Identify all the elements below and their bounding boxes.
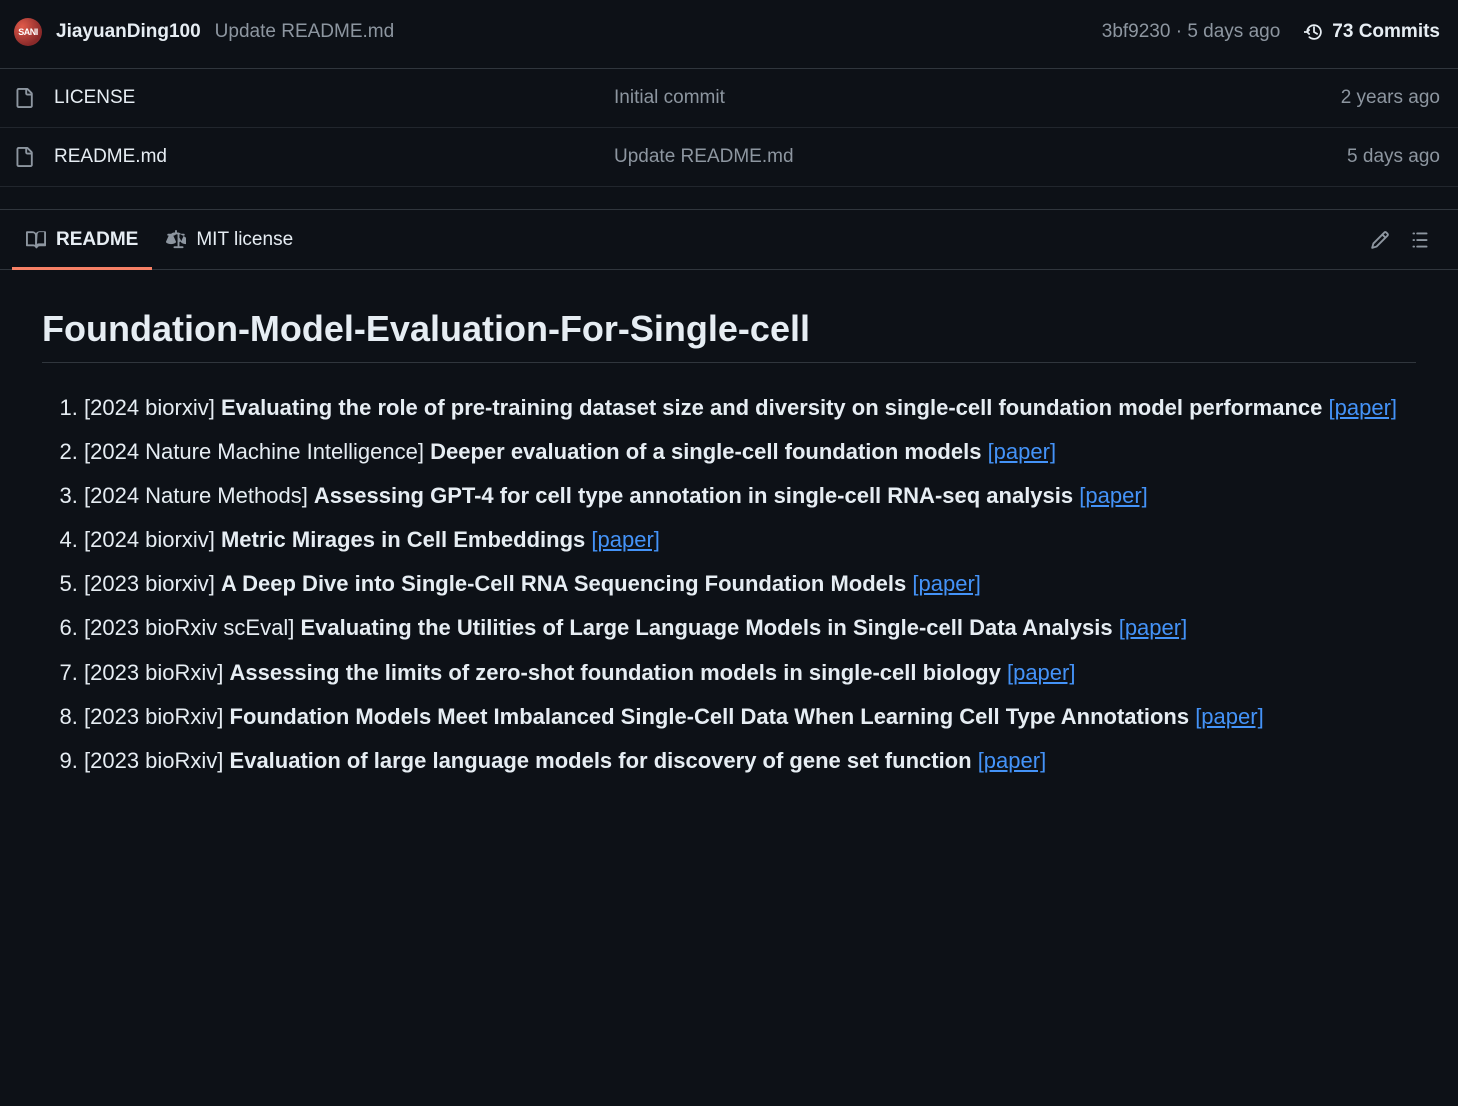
pencil-icon: [1370, 230, 1390, 250]
file-name[interactable]: README.md: [54, 146, 614, 168]
file-icon: [14, 147, 34, 167]
book-icon: [26, 230, 46, 250]
paper-link[interactable]: [paper]: [1195, 704, 1264, 729]
tab-readme[interactable]: README: [12, 210, 152, 269]
file-age: 2 years ago: [1341, 87, 1440, 109]
commit-meta: 3bf9230 · 5 days ago: [1102, 21, 1281, 43]
paper-link[interactable]: [paper]: [1007, 660, 1076, 685]
file-commit-message[interactable]: Update README.md: [614, 146, 1347, 168]
paper-venue: [2024 biorxiv]: [84, 527, 221, 552]
paper-item: [2023 bioRxiv] Assessing the limits of z…: [84, 656, 1416, 690]
paper-item: [2023 bioRxiv] Evaluation of large langu…: [84, 744, 1416, 778]
file-list: LICENSEInitial commit2 years agoREADME.m…: [0, 69, 1458, 187]
file-icon: [14, 88, 34, 108]
tab-license[interactable]: MIT license: [152, 210, 307, 269]
paper-title: Evaluating the Utilities of Large Langua…: [300, 615, 1112, 640]
paper-link[interactable]: [paper]: [912, 571, 981, 596]
paper-item: [2024 Nature Methods] Assessing GPT-4 fo…: [84, 479, 1416, 513]
paper-link[interactable]: [paper]: [1079, 483, 1148, 508]
latest-commit-bar: SANI JiayuanDing100 Update README.md 3bf…: [0, 0, 1458, 69]
paper-title: Metric Mirages in Cell Embeddings: [221, 527, 585, 552]
papers-list: [2024 biorxiv] Evaluating the role of pr…: [42, 391, 1416, 778]
file-row[interactable]: LICENSEInitial commit2 years ago: [0, 69, 1458, 128]
paper-venue: [2023 bioRxiv]: [84, 748, 230, 773]
paper-item: [2023 bioRxiv scEval] Evaluating the Uti…: [84, 611, 1416, 645]
paper-link[interactable]: [paper]: [1329, 395, 1398, 420]
paper-venue: [2024 Nature Methods]: [84, 483, 314, 508]
paper-title: Assessing GPT-4 for cell type annotation…: [314, 483, 1073, 508]
history-icon: [1304, 22, 1324, 42]
readme-body: Foundation-Model-Evaluation-For-Single-c…: [0, 270, 1458, 826]
tab-license-label: MIT license: [196, 229, 293, 251]
commit-time: 5 days ago: [1187, 21, 1280, 42]
paper-link[interactable]: [paper]: [988, 439, 1057, 464]
paper-title: A Deep Dive into Single-Cell RNA Sequenc…: [221, 571, 906, 596]
commit-sha[interactable]: 3bf9230: [1102, 21, 1171, 42]
commit-message[interactable]: Update README.md: [215, 21, 395, 43]
law-icon: [166, 230, 186, 250]
outline-button[interactable]: [1400, 220, 1440, 260]
paper-item: [2024 biorxiv] Evaluating the role of pr…: [84, 391, 1416, 425]
paper-item: [2024 biorxiv] Metric Mirages in Cell Em…: [84, 523, 1416, 557]
author-link[interactable]: JiayuanDing100: [56, 21, 201, 43]
paper-title: Foundation Models Meet Imbalanced Single…: [230, 704, 1190, 729]
file-age: 5 days ago: [1347, 146, 1440, 168]
paper-venue: [2023 bioRxiv]: [84, 704, 230, 729]
paper-link[interactable]: [paper]: [1119, 615, 1188, 640]
paper-venue: [2024 biorxiv]: [84, 395, 221, 420]
paper-item: [2023 bioRxiv] Foundation Models Meet Im…: [84, 700, 1416, 734]
file-row[interactable]: README.mdUpdate README.md5 days ago: [0, 128, 1458, 187]
list-icon: [1410, 230, 1430, 250]
commits-count: 73 Commits: [1332, 21, 1440, 43]
author-avatar[interactable]: SANI: [14, 18, 42, 46]
paper-venue: [2023 biorxiv]: [84, 571, 221, 596]
paper-venue: [2024 Nature Machine Intelligence]: [84, 439, 430, 464]
paper-link[interactable]: [paper]: [978, 748, 1047, 773]
paper-venue: [2023 bioRxiv scEval]: [84, 615, 300, 640]
readme-heading: Foundation-Model-Evaluation-For-Single-c…: [42, 308, 1416, 363]
paper-title: Evaluation of large language models for …: [230, 748, 972, 773]
paper-item: [2024 Nature Machine Intelligence] Deepe…: [84, 435, 1416, 469]
readme-tabs: README MIT license: [0, 210, 1458, 270]
paper-title: Evaluating the role of pre-training data…: [221, 395, 1322, 420]
file-name[interactable]: LICENSE: [54, 87, 614, 109]
paper-title: Deeper evaluation of a single-cell found…: [430, 439, 981, 464]
paper-venue: [2023 bioRxiv]: [84, 660, 230, 685]
file-commit-message[interactable]: Initial commit: [614, 87, 1341, 109]
paper-title: Assessing the limits of zero-shot founda…: [230, 660, 1001, 685]
paper-item: [2023 biorxiv] A Deep Dive into Single-C…: [84, 567, 1416, 601]
edit-button[interactable]: [1360, 220, 1400, 260]
tab-readme-label: README: [56, 229, 138, 251]
paper-link[interactable]: [paper]: [591, 527, 660, 552]
readme-box: README MIT license Foundation-Model-Eval…: [0, 209, 1458, 826]
commits-link[interactable]: 73 Commits: [1304, 21, 1440, 43]
